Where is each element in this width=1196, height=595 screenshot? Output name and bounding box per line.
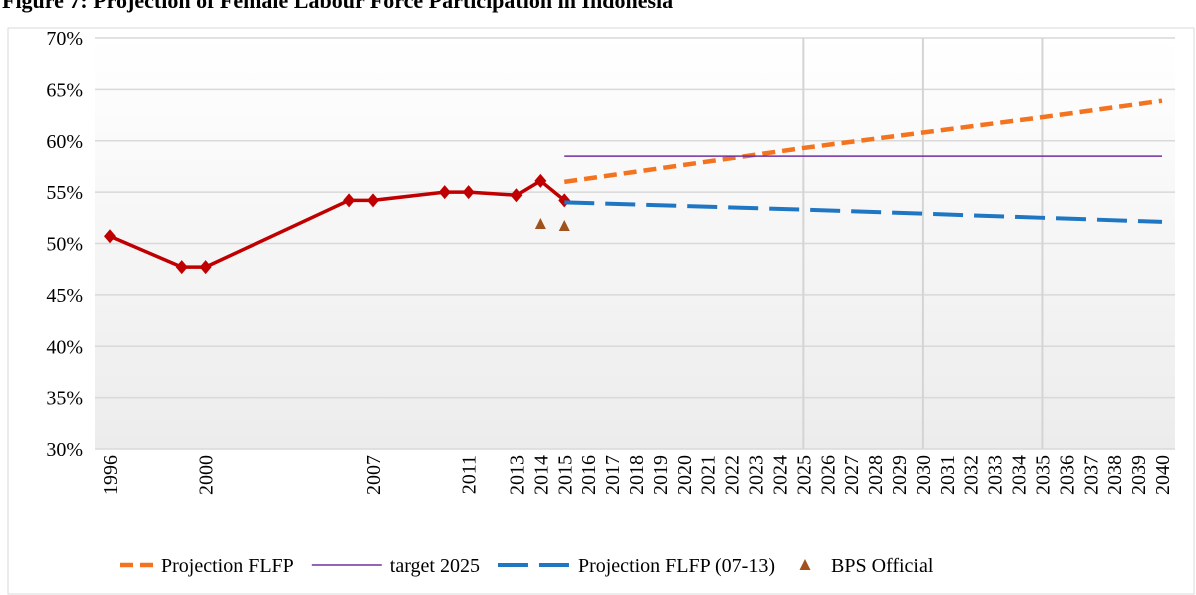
- series-line: [563, 98, 1163, 185]
- x-tick-label: 2013: [506, 455, 528, 495]
- x-tick-label: 2033: [985, 455, 1007, 495]
- x-tick-label: 2018: [626, 455, 648, 495]
- point: [534, 217, 546, 229]
- x-tick-label: 2038: [1104, 455, 1126, 495]
- x-tick-label: 2034: [1009, 455, 1031, 495]
- point: [438, 185, 451, 200]
- x-tick-label: 2021: [698, 455, 720, 495]
- x-tick-label: 2015: [554, 455, 576, 495]
- x-tick-label: 2035: [1032, 455, 1054, 495]
- x-tick-label: 2023: [746, 455, 768, 495]
- x-tick-label: 2000: [196, 455, 218, 495]
- x-tick-label: 2016: [578, 455, 600, 495]
- y-tick-label: 40%: [46, 336, 83, 358]
- legend-label: Projection FLFP (07-13): [578, 555, 775, 577]
- x-tick-label: 2039: [1128, 455, 1150, 495]
- x-tick-label: 2036: [1056, 455, 1078, 495]
- point: [510, 188, 523, 203]
- x-tick-label: 1996: [100, 455, 122, 495]
- x-tick-label: 2031: [937, 455, 959, 495]
- x-tick-label: 2026: [817, 455, 839, 495]
- x-tick-label: 2007: [363, 455, 385, 495]
- x-tick-label: 2030: [913, 455, 935, 495]
- y-tick-label: 60%: [46, 131, 83, 153]
- point: [367, 193, 379, 208]
- x-tick-label: 2028: [865, 455, 887, 495]
- y-tick-label: 35%: [46, 388, 83, 410]
- series-line: [109, 179, 566, 269]
- x-tick-label: 2040: [1152, 455, 1174, 495]
- x-tick-label: 2024: [769, 455, 791, 495]
- x-tick-label: 2020: [674, 455, 696, 495]
- legend-label: target 2025: [390, 555, 480, 577]
- x-tick-label: 2022: [722, 455, 744, 495]
- x-tick-label: 2017: [602, 455, 624, 495]
- x-tick-label: 2027: [841, 455, 863, 495]
- y-tick-label: 65%: [46, 79, 83, 101]
- legend-swatch: [799, 559, 811, 570]
- y-tick-label: 45%: [46, 285, 83, 307]
- point: [558, 220, 570, 232]
- point: [104, 229, 116, 244]
- chart-title: Figure 7: Projection of Female Labour Fo…: [2, 0, 673, 13]
- series-line: [564, 200, 1163, 224]
- x-tick-label: 2032: [961, 455, 983, 495]
- x-tick-label: 2011: [459, 455, 481, 494]
- y-tick-label: 70%: [46, 28, 83, 50]
- x-tick-label: 2037: [1080, 455, 1102, 495]
- y-tick-label: 30%: [46, 439, 83, 461]
- x-tick-label: 2029: [889, 455, 911, 495]
- point: [534, 173, 547, 188]
- legend-label: Projection FLFP: [161, 555, 294, 577]
- point: [343, 193, 356, 208]
- point: [199, 260, 212, 275]
- legend-label: BPS Official: [831, 555, 934, 577]
- x-tick-label: 2019: [650, 455, 672, 495]
- point: [175, 260, 188, 275]
- y-tick-label: 55%: [46, 182, 83, 204]
- x-tick-label: 2025: [793, 455, 815, 495]
- y-tick-label: 50%: [46, 234, 83, 256]
- x-tick-label: 2014: [530, 455, 552, 495]
- point: [462, 185, 475, 200]
